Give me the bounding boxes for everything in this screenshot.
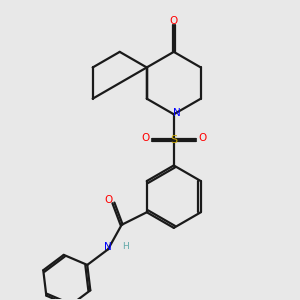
- Text: N: N: [104, 242, 112, 252]
- Text: O: O: [141, 134, 149, 143]
- Text: O: O: [105, 195, 113, 205]
- Text: N: N: [173, 108, 181, 118]
- Text: H: H: [122, 242, 129, 251]
- Text: O: O: [198, 134, 206, 143]
- Text: O: O: [170, 16, 178, 26]
- Text: S: S: [170, 135, 177, 145]
